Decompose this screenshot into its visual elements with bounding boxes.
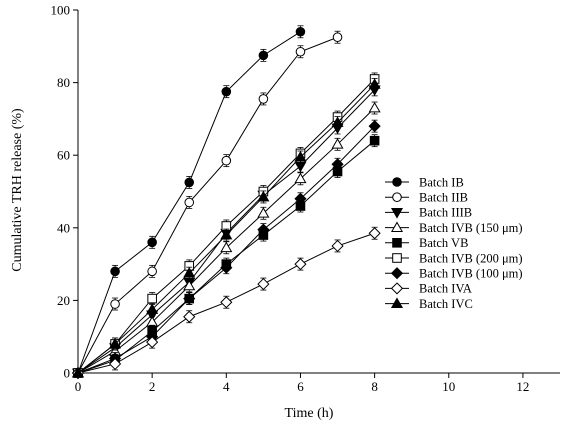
legend-marker (390, 267, 404, 280)
data-point (110, 299, 120, 309)
legend-label: Batch IVB (100 μm) (419, 267, 523, 281)
legend-item-7: Batch IVB (100 μm) (385, 267, 523, 281)
x-tick-label: 0 (75, 379, 82, 394)
data-point (294, 258, 307, 271)
legend-label: Batch IVC (419, 297, 473, 311)
data-point (183, 292, 196, 305)
data-point (220, 241, 233, 253)
data-point (220, 228, 233, 240)
data-point (110, 266, 120, 277)
data-point (331, 138, 344, 149)
legend-marker (390, 221, 404, 232)
legend-marker (390, 208, 404, 219)
data-point (71, 366, 85, 378)
data-point (221, 86, 232, 97)
legend-item-3: Batch IIIB (385, 206, 472, 220)
data-point (146, 336, 159, 349)
data-point (294, 192, 307, 205)
data-point (147, 293, 157, 304)
data-point (331, 158, 344, 171)
x-tick-label: 6 (297, 379, 304, 394)
x-tick-label: 12 (516, 379, 529, 394)
series-6 (73, 72, 380, 378)
data-point (368, 227, 381, 240)
legend-marker (392, 253, 402, 263)
x-tick-label: 4 (223, 379, 230, 394)
legend-marker (392, 192, 402, 202)
data-point (368, 120, 381, 133)
data-point (147, 266, 157, 277)
legend-marker (392, 177, 402, 187)
data-point (257, 277, 270, 291)
data-point (220, 296, 233, 309)
legend-item-5: Batch VB (385, 236, 468, 250)
data-point (183, 310, 196, 323)
data-point (294, 172, 307, 184)
legend-item-2: Batch IIB (385, 191, 468, 205)
legend-label: Batch IIIB (419, 206, 472, 220)
legend-label: Batch IVA (419, 282, 472, 296)
data-point (258, 50, 269, 61)
data-point (257, 223, 270, 236)
x-axis-title: Time (h) (285, 406, 334, 421)
data-point (294, 150, 307, 162)
data-point (295, 26, 306, 37)
data-point (295, 46, 306, 57)
y-axis-title: Cumulative TRH release (%) (10, 108, 25, 272)
legend-item-4: Batch IVB (150 μm) (385, 221, 523, 235)
legend-item-8: Batch IVA (385, 282, 472, 296)
data-point (332, 32, 343, 43)
y-tick-label: 0 (64, 366, 71, 381)
data-point (183, 267, 196, 278)
data-point (109, 337, 122, 349)
data-point (221, 155, 232, 166)
legend-label: Batch IVB (150 μm) (419, 221, 523, 235)
series-layer (71, 25, 381, 380)
y-tick-label: 20 (57, 293, 70, 308)
data-point (108, 357, 122, 371)
legend-item-6: Batch IVB (200 μm) (385, 251, 523, 265)
data-point (369, 135, 380, 146)
legend-label: Batch IVB (200 μm) (419, 251, 523, 265)
x-tick-label: 8 (371, 379, 378, 394)
y-tick-label: 40 (57, 220, 70, 235)
y-tick-label: 80 (57, 75, 70, 90)
legend-marker (390, 282, 404, 295)
legend-label: Batch VB (419, 236, 468, 250)
legend-label: Batch IIB (419, 191, 468, 205)
data-point (146, 303, 159, 314)
y-tick-label: 60 (57, 148, 70, 163)
legend-item-1: Batch IB (385, 175, 464, 189)
data-point (147, 237, 157, 248)
data-point (257, 207, 270, 218)
data-point (184, 197, 195, 208)
data-point (183, 279, 196, 291)
data-point (331, 239, 344, 253)
legend-marker (392, 238, 402, 248)
series-line (77, 36, 338, 374)
legend-marker (390, 297, 404, 308)
data-point (294, 161, 307, 173)
data-point (258, 94, 269, 104)
data-point (257, 190, 270, 202)
data-point (331, 116, 344, 127)
series-9 (71, 78, 381, 378)
series-line (77, 140, 375, 374)
legend-label: Batch IB (419, 175, 464, 189)
legend-item-9: Batch IVC (385, 297, 473, 311)
x-tick-label: 10 (442, 379, 455, 394)
y-tick-label: 100 (51, 3, 71, 18)
x-tick-label: 2 (149, 379, 156, 394)
axes: 0 2 4 6 8 10 12 0 20 40 60 80 100 (51, 3, 560, 394)
data-point (368, 101, 381, 113)
data-point (368, 78, 381, 89)
data-point (220, 261, 233, 274)
data-point (184, 177, 195, 188)
